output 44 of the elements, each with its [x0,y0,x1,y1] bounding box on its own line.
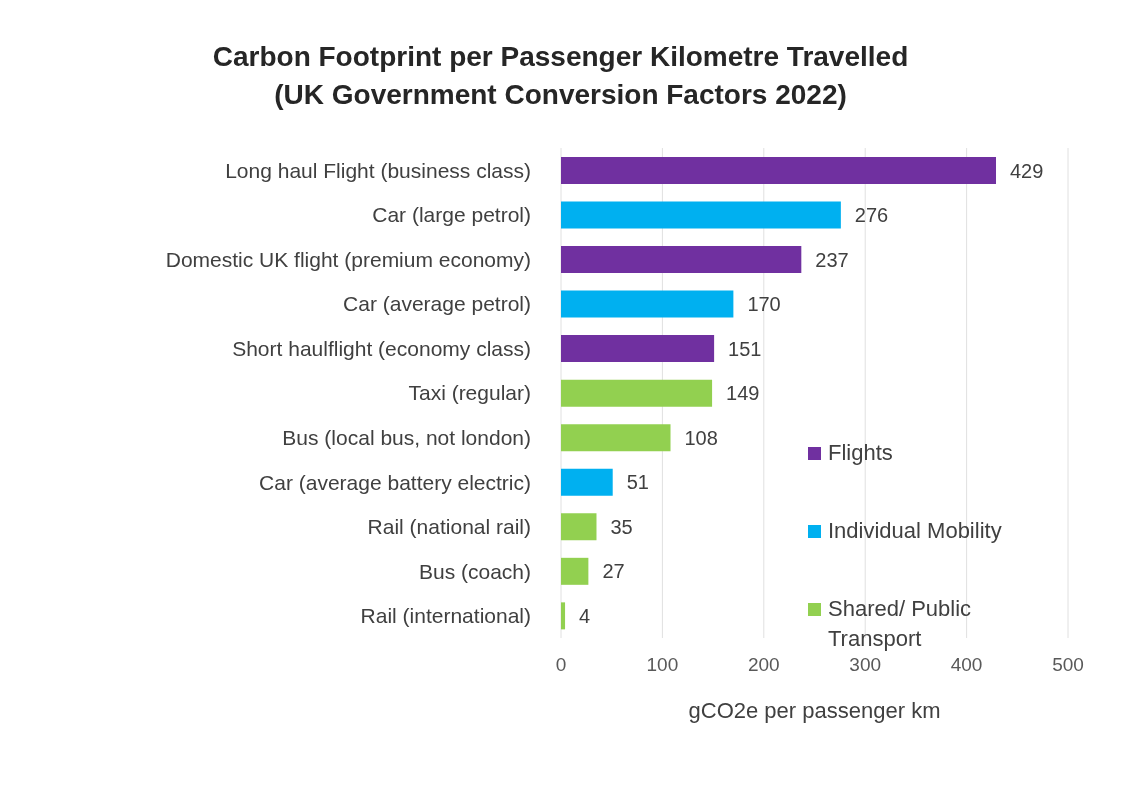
data-label: 4 [579,604,591,627]
x-tick-label: 400 [950,654,983,676]
bar [561,201,841,229]
bar [561,335,715,363]
y-tick-label: Car (large petrol) [372,203,531,227]
x-axis-title: gCO2e per passenger km [688,698,941,723]
y-tick-label: Car (average battery electric) [259,470,531,494]
data-label: 276 [854,204,889,227]
data-label: 35 [610,515,633,538]
chart-title: Carbon Footprint per Passenger Kilometre Travelled (UK Government Conversion Factors 2022) [211,40,910,112]
data-label: 429 [1010,159,1044,182]
x-tick-label: 500 [1052,654,1084,676]
data-label: 151 [728,337,762,360]
y-tick-label: Taxi (regular) [408,381,531,405]
y-tick-label: Domestic UK flight (premium economy) [165,247,531,271]
y-tick-label: Car (average petrol) [343,292,531,316]
bar [561,513,597,541]
x-tick-label: 100 [646,654,679,676]
y-tick-label: Bus (coach) [418,559,531,583]
x-tick-label: 300 [849,654,882,676]
bar [561,557,589,585]
bar [561,156,997,184]
data-label: 237 [815,248,849,271]
y-tick-label: Short haulflight (economy class) [232,336,531,360]
data-label: 108 [684,426,718,449]
y-tick-label: Rail (national rail) [367,515,531,539]
y-tick-label: Bus (local bus, not london) [282,426,531,449]
bar [561,246,802,273]
bar [561,602,566,630]
data-label: 27 [602,560,625,583]
legend-label: Flights [828,439,894,467]
bar [561,468,613,496]
data-label: 51 [626,471,649,494]
legend-label: Individual Mobility [828,517,1003,545]
y-tick-label: Rail (international) [360,604,531,628]
legend-label: Shared/ Public Transport [828,595,973,653]
bar [561,290,734,318]
y-tick-label: Long haul Flight (business class) [225,158,531,182]
data-label: 149 [726,382,760,405]
data-label: 170 [747,293,781,316]
x-tick-label: 200 [747,654,780,676]
bar [561,424,671,452]
x-tick-label: 0 [555,654,567,676]
bar [561,379,713,407]
